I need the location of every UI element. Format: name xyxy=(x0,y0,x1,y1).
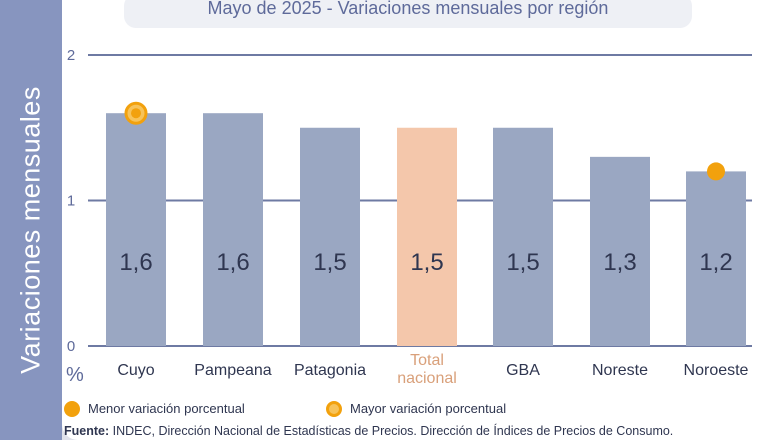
legend-max-label: Mayor variación porcentual xyxy=(350,401,507,416)
bar xyxy=(686,171,746,346)
legend-min-label: Menor variación porcentual xyxy=(88,401,245,416)
bar xyxy=(203,113,263,346)
category-label-line: nacional xyxy=(397,370,457,387)
bar-value-label: 1,2 xyxy=(699,249,732,276)
category-label: Total nacional xyxy=(397,352,457,387)
bar-value-label: 1,6 xyxy=(216,249,249,276)
chart-title: Mayo de 2025 - Variaciones mensuales por… xyxy=(124,0,692,19)
title-date: Mayo de 2025 xyxy=(207,0,322,18)
max-marker-icon xyxy=(326,401,342,417)
bar-value-label: 1,3 xyxy=(603,249,636,276)
min-marker-icon xyxy=(64,401,80,417)
bar xyxy=(493,127,553,346)
y-tick-label: 0 xyxy=(67,338,75,355)
bar-value-label: 1,6 xyxy=(119,249,152,276)
min-marker xyxy=(707,162,725,181)
ylabel-band: Variaciones mensuales xyxy=(0,0,62,440)
source-note: Fuente: INDEC, Dirección Nacional de Est… xyxy=(64,424,673,438)
category-label: Noroeste xyxy=(684,362,749,379)
bar-value-label: 1,5 xyxy=(410,249,443,276)
category-label: GBA xyxy=(506,362,540,379)
title-box xyxy=(124,0,692,28)
bar xyxy=(106,113,166,346)
unit-label: % xyxy=(66,364,84,386)
title-text: Variaciones mensuales por región xyxy=(337,0,609,18)
category-label: Pampeana xyxy=(194,362,271,379)
max-marker-core xyxy=(131,108,141,119)
y-tick-label: 2 xyxy=(67,47,75,64)
source-label: Fuente: xyxy=(64,424,110,438)
bar-value-label: 1,5 xyxy=(313,249,346,276)
category-label-line: Total xyxy=(410,352,444,369)
category-label: Cuyo xyxy=(117,362,154,379)
y-tick-label: 1 xyxy=(67,193,75,210)
source-text: INDEC, Dirección Nacional de Estadística… xyxy=(109,424,674,438)
bar-value-label: 1,5 xyxy=(506,249,539,276)
bar xyxy=(590,156,650,346)
bar xyxy=(397,127,457,346)
category-label: Patagonia xyxy=(294,362,366,379)
title-separator: - xyxy=(321,0,338,18)
category-label: Noreste xyxy=(592,362,648,379)
bar xyxy=(300,127,360,346)
